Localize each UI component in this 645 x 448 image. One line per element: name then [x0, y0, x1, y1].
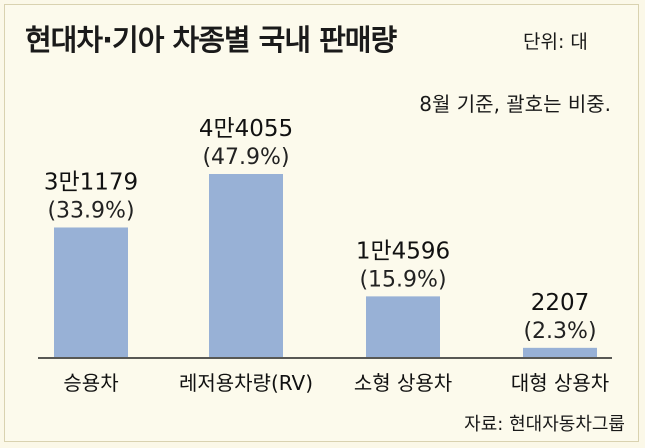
share-label-0: (33.9%) — [47, 198, 134, 223]
unit-label: 단위: 대 — [523, 31, 588, 53]
value-label-0: 3만1179 — [44, 169, 138, 195]
bars-layer: (33.9%) 3만1179 승용차 (47.9%) 4만4055 레저용차량(RV) (1… — [44, 116, 609, 395]
bar-3 — [523, 347, 597, 357]
value-label-2: 1만4596 — [356, 238, 450, 264]
bar-0 — [54, 227, 128, 357]
value-label-1: 4만4055 — [199, 116, 293, 142]
bar-1 — [209, 174, 283, 357]
share-label-1: (47.9%) — [202, 145, 289, 170]
category-label-3: 대형 상용차 — [511, 371, 609, 395]
bar-2 — [366, 296, 440, 357]
chart-note: 8월 기준, 괄호는 비중. — [419, 92, 611, 116]
category-label-1: 레저용차량(RV) — [179, 371, 313, 395]
chart-title: 현대차·기아 차종별 국내 판매량 — [25, 23, 397, 57]
category-label-2: 소형 상용차 — [354, 371, 452, 395]
value-label-3: 2207 — [531, 290, 590, 316]
category-label-0: 승용차 — [63, 371, 118, 395]
share-label-2: (15.9%) — [359, 267, 446, 292]
share-label-3: (2.3%) — [523, 319, 596, 344]
source-label: 자료: 현대자동차그룹 — [464, 414, 625, 435]
chart-frame — [4, 4, 639, 442]
